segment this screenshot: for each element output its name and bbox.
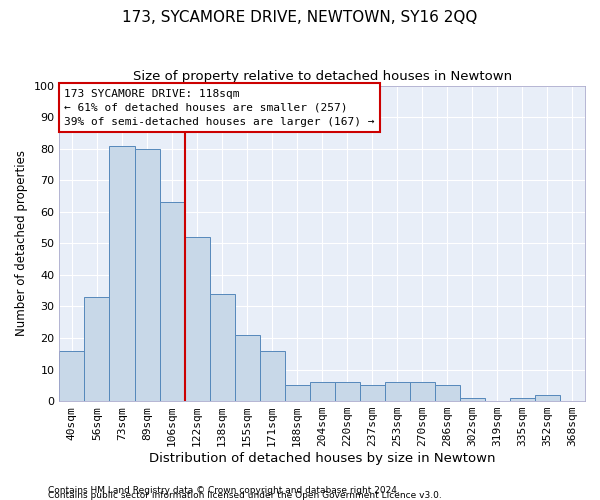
Bar (85, 297, 109, 401)
Y-axis label: Number of detached properties: Number of detached properties (15, 150, 28, 336)
Bar (435, 386, 460, 401)
Text: Contains HM Land Registry data © Crown copyright and database right 2024.: Contains HM Land Registry data © Crown c… (48, 486, 400, 495)
Bar (460, 398, 485, 401)
Bar (160, 202, 185, 401)
Text: 173 SYCAMORE DRIVE: 118sqm
← 61% of detached houses are smaller (257)
39% of sem: 173 SYCAMORE DRIVE: 118sqm ← 61% of deta… (64, 88, 375, 126)
Text: 173, SYCAMORE DRIVE, NEWTOWN, SY16 2QQ: 173, SYCAMORE DRIVE, NEWTOWN, SY16 2QQ (122, 10, 478, 25)
Bar (360, 386, 385, 401)
Bar (535, 395, 560, 401)
Bar (335, 382, 360, 401)
Bar (310, 382, 335, 401)
Bar (59, 350, 85, 401)
Bar (410, 382, 435, 401)
Bar (235, 335, 260, 401)
Bar (385, 382, 410, 401)
Bar (209, 294, 235, 401)
X-axis label: Distribution of detached houses by size in Newtown: Distribution of detached houses by size … (149, 452, 496, 465)
Bar (185, 237, 209, 401)
Bar (284, 386, 310, 401)
Bar (109, 146, 134, 401)
Bar (134, 148, 160, 401)
Title: Size of property relative to detached houses in Newtown: Size of property relative to detached ho… (133, 70, 512, 83)
Bar (260, 350, 284, 401)
Bar (510, 398, 535, 401)
Text: Contains public sector information licensed under the Open Government Licence v3: Contains public sector information licen… (48, 491, 442, 500)
